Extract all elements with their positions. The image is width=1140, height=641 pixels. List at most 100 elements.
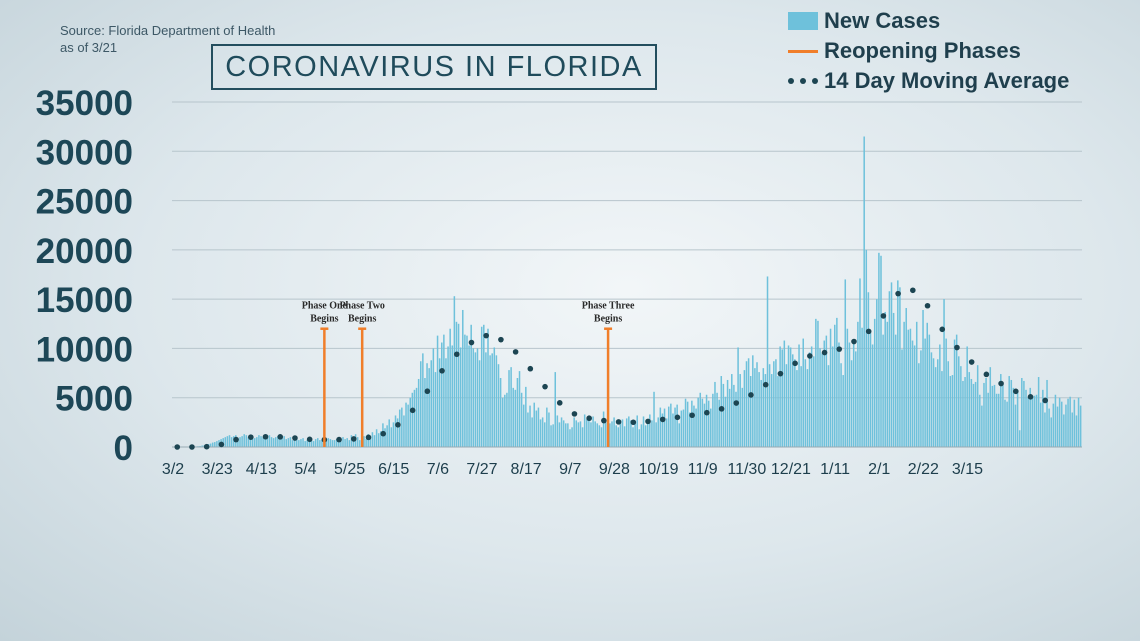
case-bar xyxy=(211,442,214,447)
case-bar xyxy=(464,334,466,447)
case-bar xyxy=(1012,387,1015,447)
case-bar xyxy=(991,385,994,447)
case-bar xyxy=(556,415,559,447)
case-bar xyxy=(312,441,315,447)
case-bar xyxy=(821,353,823,447)
moving-average-dot xyxy=(851,338,857,345)
case-bar xyxy=(1002,383,1004,447)
case-bar xyxy=(453,296,456,447)
case-bar xyxy=(539,419,542,447)
case-bar xyxy=(386,425,388,447)
case-bar xyxy=(340,440,342,447)
case-bar xyxy=(359,440,361,447)
moving-average-dot xyxy=(395,422,401,428)
moving-average-dot xyxy=(718,406,725,412)
case-bar xyxy=(888,291,891,447)
case-bar xyxy=(791,354,794,447)
case-bar xyxy=(716,392,718,447)
x-tick-label: 9/7 xyxy=(559,461,581,478)
case-bar xyxy=(1054,394,1057,447)
case-bar xyxy=(947,361,950,447)
case-bar xyxy=(1056,406,1059,447)
case-bar xyxy=(590,422,592,447)
case-bar xyxy=(997,393,1000,447)
case-bar xyxy=(1079,405,1082,447)
case-bar xyxy=(907,329,910,447)
case-bar xyxy=(741,387,744,447)
case-bar xyxy=(1063,414,1065,447)
moving-average-dot xyxy=(630,419,637,426)
case-bar xyxy=(201,445,203,447)
case-bar xyxy=(726,379,729,447)
case-bar xyxy=(1058,397,1061,447)
case-bar xyxy=(1027,397,1029,447)
case-bar xyxy=(497,364,500,447)
moving-average-dot xyxy=(233,436,239,443)
moving-average-dot xyxy=(836,346,843,352)
case-bar xyxy=(968,372,971,447)
phase-label: Phase Three xyxy=(582,301,635,312)
case-bar xyxy=(466,335,468,447)
moving-average-dot xyxy=(350,436,357,442)
case-bar xyxy=(327,438,330,447)
case-bar xyxy=(693,405,695,447)
y-tick-label: 30000 xyxy=(36,133,133,172)
case-bar xyxy=(827,365,830,447)
case-bar xyxy=(258,435,260,447)
case-bar xyxy=(880,255,882,447)
case-bar xyxy=(718,399,720,447)
case-bar xyxy=(915,321,918,447)
x-tick-label: 10/19 xyxy=(639,461,679,478)
x-tick-label: 11/9 xyxy=(688,461,718,478)
case-bar xyxy=(422,353,424,447)
moving-average-dot xyxy=(189,444,195,450)
case-bar xyxy=(293,439,296,447)
x-tick-label: 3/23 xyxy=(202,461,233,478)
case-bar xyxy=(701,398,704,447)
case-bar xyxy=(295,438,298,447)
case-bar xyxy=(804,359,807,447)
case-bar xyxy=(1006,401,1008,447)
case-bar xyxy=(550,425,552,447)
case-bar xyxy=(831,346,834,447)
case-bar xyxy=(770,374,773,447)
case-bar xyxy=(680,410,683,447)
case-bar xyxy=(470,324,472,447)
case-bar xyxy=(953,339,956,447)
case-bar xyxy=(905,308,907,447)
case-bar xyxy=(819,348,821,447)
case-bar xyxy=(802,338,804,447)
x-tick-label: 8/17 xyxy=(511,461,542,478)
case-bar xyxy=(796,370,798,447)
moving-average-dot xyxy=(689,412,695,419)
case-bar xyxy=(455,321,458,447)
case-bar xyxy=(924,338,926,447)
case-bar xyxy=(401,407,403,447)
case-bar xyxy=(394,415,397,447)
case-bar xyxy=(674,407,676,447)
case-bar xyxy=(993,384,996,447)
case-bar xyxy=(319,440,321,447)
case-bar xyxy=(651,420,653,447)
case-bar xyxy=(913,345,916,447)
case-bar xyxy=(695,408,697,447)
moving-average-dot xyxy=(292,435,298,441)
case-bar xyxy=(522,404,525,447)
case-bar xyxy=(926,322,928,447)
case-bar xyxy=(892,312,895,447)
case-bar xyxy=(581,427,584,447)
case-bar xyxy=(256,437,258,447)
case-bar xyxy=(1050,417,1052,447)
case-bar xyxy=(634,421,636,447)
case-bar xyxy=(350,435,353,447)
case-bar xyxy=(260,436,262,447)
case-bar xyxy=(558,422,561,447)
case-bar xyxy=(573,417,575,447)
case-bar xyxy=(764,374,767,447)
case-bar xyxy=(1067,398,1069,447)
case-bar xyxy=(766,276,769,447)
case-bar xyxy=(1071,412,1074,447)
case-bar xyxy=(495,355,498,447)
case-bar xyxy=(768,364,771,447)
case-bar xyxy=(365,439,367,447)
